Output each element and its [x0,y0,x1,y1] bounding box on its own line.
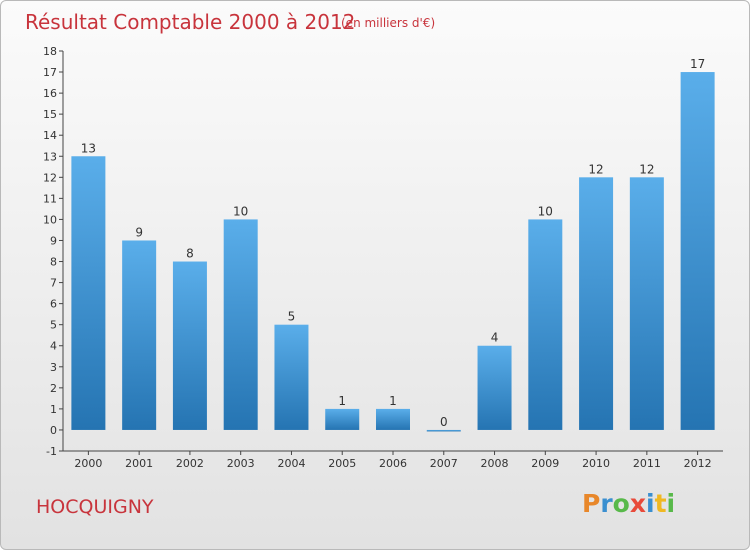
y-tick-label: 13 [43,150,57,163]
logo-letter: x [629,489,646,518]
bar-2002 [172,261,207,430]
y-tick-label: 3 [50,361,57,374]
chart-title: Résultat Comptable 2000 à 2012 [25,10,355,34]
data-label-2009: 10 [538,204,553,218]
x-tick-label-2005: 2005 [328,457,356,470]
data-label-2000: 13 [81,141,96,155]
bar-2005 [325,408,360,430]
data-label-2002: 8 [186,247,194,261]
data-label-2010: 12 [588,162,603,176]
data-label-2012: 17 [690,57,705,71]
proxiti-logo: Proxiti [582,489,675,518]
logo-letter: t [654,489,667,518]
y-tick-label: 7 [50,277,57,290]
y-tick-label: 16 [43,87,57,100]
x-tick-label-2004: 2004 [277,457,305,470]
y-tick-label: -1 [46,445,57,458]
logo-letter: o [612,489,630,518]
bar-2010 [579,177,614,430]
x-tick-label-2000: 2000 [74,457,102,470]
logo-letter: P [582,489,601,518]
y-tick-label: 9 [50,234,57,247]
y-tick-label: 10 [43,213,57,226]
x-tick-label-2011: 2011 [633,457,661,470]
x-tick-label-2001: 2001 [125,457,153,470]
y-tick-label: 5 [50,319,57,332]
bar-2011 [629,177,664,430]
y-tick-label: 2 [50,382,57,395]
y-tick-label: 0 [50,424,57,437]
y-tick-label: 18 [43,45,57,58]
place-name: HOCQUIGNY [36,496,154,518]
chart-subtitle: (en milliers d'€) [341,16,435,30]
data-label-2004: 5 [288,310,296,324]
x-tick-label-2003: 2003 [227,457,255,470]
bar-2009 [528,219,563,430]
y-tick-label: 8 [50,256,57,269]
y-tick-label: 11 [43,192,57,205]
bar-2012 [680,72,715,430]
bar-2001 [122,240,157,430]
logo-letter: i [646,489,655,518]
bar-2006 [376,408,410,430]
y-tick-label: 12 [43,171,57,184]
logo-letter: r [600,489,613,518]
bar-2000 [71,156,106,430]
data-label-2011: 12 [639,162,654,176]
y-tick-label: 17 [43,66,57,79]
x-tick-label-2012: 2012 [684,457,712,470]
x-tick-label-2006: 2006 [379,457,407,470]
y-tick-label: 1 [50,403,57,416]
bar-2008 [477,345,512,430]
bar-2003 [223,219,258,430]
y-tick-label: 4 [50,340,57,353]
x-tick-label-2010: 2010 [582,457,610,470]
logo-letter: i [666,489,676,518]
data-label-2007: 0 [440,415,448,429]
data-label-2003: 10 [233,204,248,218]
y-tick-label: 14 [43,129,57,142]
x-tick-label-2009: 2009 [531,457,559,470]
y-tick-label: 15 [43,108,57,121]
bar-2004 [274,324,309,430]
x-tick-label-2007: 2007 [430,457,458,470]
bar-2007 [426,429,461,432]
y-tick-label: 6 [50,298,57,311]
data-label-2005: 1 [338,394,346,408]
x-tick-label-2002: 2002 [176,457,204,470]
data-label-2008: 4 [491,331,499,345]
data-label-2001: 9 [135,225,143,239]
data-label-2006: 1 [389,394,397,408]
x-tick-label-2008: 2008 [481,457,509,470]
